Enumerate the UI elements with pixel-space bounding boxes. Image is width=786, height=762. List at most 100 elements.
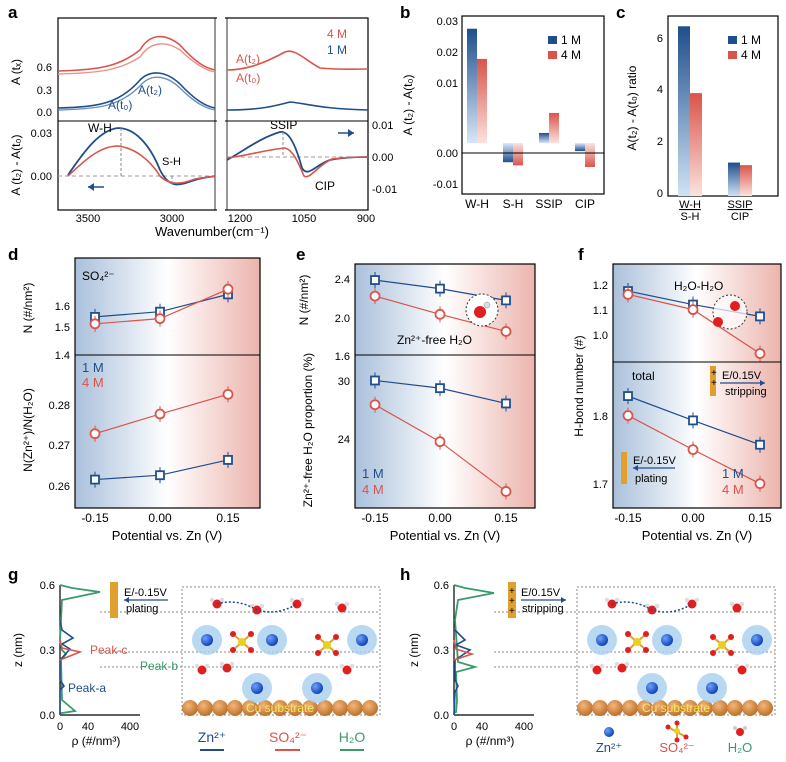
so4-oxygen <box>333 650 339 656</box>
bar-0-4m <box>690 93 702 196</box>
cu-atom <box>272 700 288 716</box>
panel-f-frame <box>612 263 782 509</box>
axis-break <box>217 14 225 214</box>
g-xtick-1: 40 <box>82 721 94 733</box>
g-ytick-1: 0.3 <box>40 645 55 657</box>
cu-atom <box>697 700 713 716</box>
panel-e: e Zn²⁺-free H₂O 1 M 4 M 2.4 2.0 1.6 30 2… <box>296 245 536 543</box>
g-snapshot <box>182 597 378 716</box>
f-ytick-t2: 1.0 <box>593 330 608 342</box>
bottom-marker-1m <box>155 470 165 481</box>
label-atz-red: A(t₂) <box>236 52 260 66</box>
g-xtick-2: 400 <box>121 721 139 733</box>
b-xtick-0: W-H <box>465 197 489 211</box>
top-marker-4m <box>154 313 166 325</box>
legend-1m-b: 1 M <box>561 33 581 47</box>
label-at0-red: A(t₀) <box>236 71 260 85</box>
water-oxygen <box>222 663 232 673</box>
bar-cip-1m <box>575 143 585 152</box>
water-hydrogen <box>614 597 620 603</box>
cu-atom <box>742 700 758 716</box>
bottom-marker-4m <box>222 388 234 400</box>
d-ytick-t1: 1.5 <box>55 322 70 334</box>
water-hydrogen <box>654 603 660 609</box>
cu-atom <box>287 700 303 716</box>
so4-oxygen <box>728 634 734 640</box>
so4-oxygen <box>315 650 321 656</box>
cu-atom <box>197 700 213 716</box>
d-ytick-b0: 0.28 <box>49 400 70 412</box>
panel-e-xlabel: Potential vs. Zn (V) <box>390 528 501 543</box>
panel-d-frame <box>74 257 261 509</box>
e-xtick-0: -0.15 <box>361 511 389 525</box>
label-sh: S-H <box>162 156 181 168</box>
bottom-marker-1m <box>370 375 380 386</box>
h-xtick-0: 0 <box>451 721 457 733</box>
h-substrate: Cu substrate <box>642 701 710 715</box>
zn-ion <box>201 634 213 646</box>
h-energy: E/0.15V <box>521 587 561 599</box>
legend-1m-swatch-c <box>728 36 737 44</box>
e-xtick-1: 0.00 <box>428 511 452 525</box>
f-xtick-0: -0.15 <box>614 511 642 525</box>
h-plus-1: + <box>509 586 515 597</box>
b-ytick-1: 0.02 <box>437 47 458 59</box>
top-marker-4m <box>89 318 101 330</box>
spectrum-4m-tz-right <box>226 50 369 71</box>
water-hydrogen <box>259 603 265 609</box>
f-ytick-b0: 1.8 <box>593 411 608 423</box>
water-hydrogen <box>219 661 225 667</box>
spectrum-4m-tz-left <box>57 35 216 72</box>
label-atz-blue: A(t₂) <box>138 83 162 97</box>
water-hydrogen <box>289 597 295 603</box>
water-hydrogen <box>739 601 745 607</box>
h-stripping: stripping <box>522 603 564 615</box>
spectrum-1m-tz-right <box>226 101 369 111</box>
bar-1-1m <box>728 162 740 196</box>
so4-sulfur <box>238 638 246 646</box>
right-axis-arrow-head <box>348 129 354 137</box>
water-hydrogen <box>334 601 340 607</box>
water-oxygen <box>737 665 747 675</box>
water-hydrogen <box>344 601 350 607</box>
hbond-network <box>611 601 693 613</box>
g-h2o-density <box>59 584 101 714</box>
ytick-top-0: 0.6 <box>37 62 52 74</box>
top-marker-1m <box>435 283 445 294</box>
bottom-marker-4m <box>754 478 766 490</box>
d-xtick-2: 0.15 <box>216 511 240 525</box>
bar-ssip-4m <box>549 112 559 144</box>
water-hydrogen <box>219 597 225 603</box>
zn-ion <box>646 682 658 694</box>
panel-e-frame <box>354 263 536 509</box>
plus-sign-1: + <box>711 368 717 379</box>
panel-f-label: H₂O-H₂O <box>674 279 723 293</box>
water-hydrogen <box>589 663 595 669</box>
stripping-electrode-icon <box>710 366 716 396</box>
panel-e-plot <box>369 272 512 500</box>
panel-a-ylabel-bottom: A (t₂) - A(t₀) <box>9 135 23 196</box>
water-hydrogen <box>694 597 700 603</box>
bar-1-4m <box>740 165 752 196</box>
h-legend-zn: Zn²⁺ <box>596 740 622 755</box>
g-electrode-icon <box>110 582 118 618</box>
panel-d-label: SO₄²⁻ <box>82 269 115 283</box>
zn-ion <box>706 682 718 694</box>
panel-f-legend-4m: 4 M <box>722 482 744 497</box>
cu-atom <box>652 700 668 716</box>
water-oxygen <box>342 665 352 675</box>
panel-a-frame <box>57 17 369 211</box>
so4-oxygen <box>710 634 716 640</box>
cu-atom <box>347 700 363 716</box>
panel-letter-h: h <box>400 565 410 584</box>
f-xtick-1: 0.00 <box>681 511 705 525</box>
bottom-marker-1m <box>223 455 233 465</box>
plating-energy: E/-0.15V <box>633 455 676 467</box>
left-axis-arrow-head <box>88 183 94 191</box>
cu-atom <box>712 700 728 716</box>
so4-sulfur <box>633 638 641 646</box>
e-ytick-b0: 30 <box>338 376 350 388</box>
so4-oxygen <box>643 631 649 637</box>
panel-a: a A(t₂) A(t₀) A(t₂) A(t₀) 4 M 1 <box>8 3 397 239</box>
